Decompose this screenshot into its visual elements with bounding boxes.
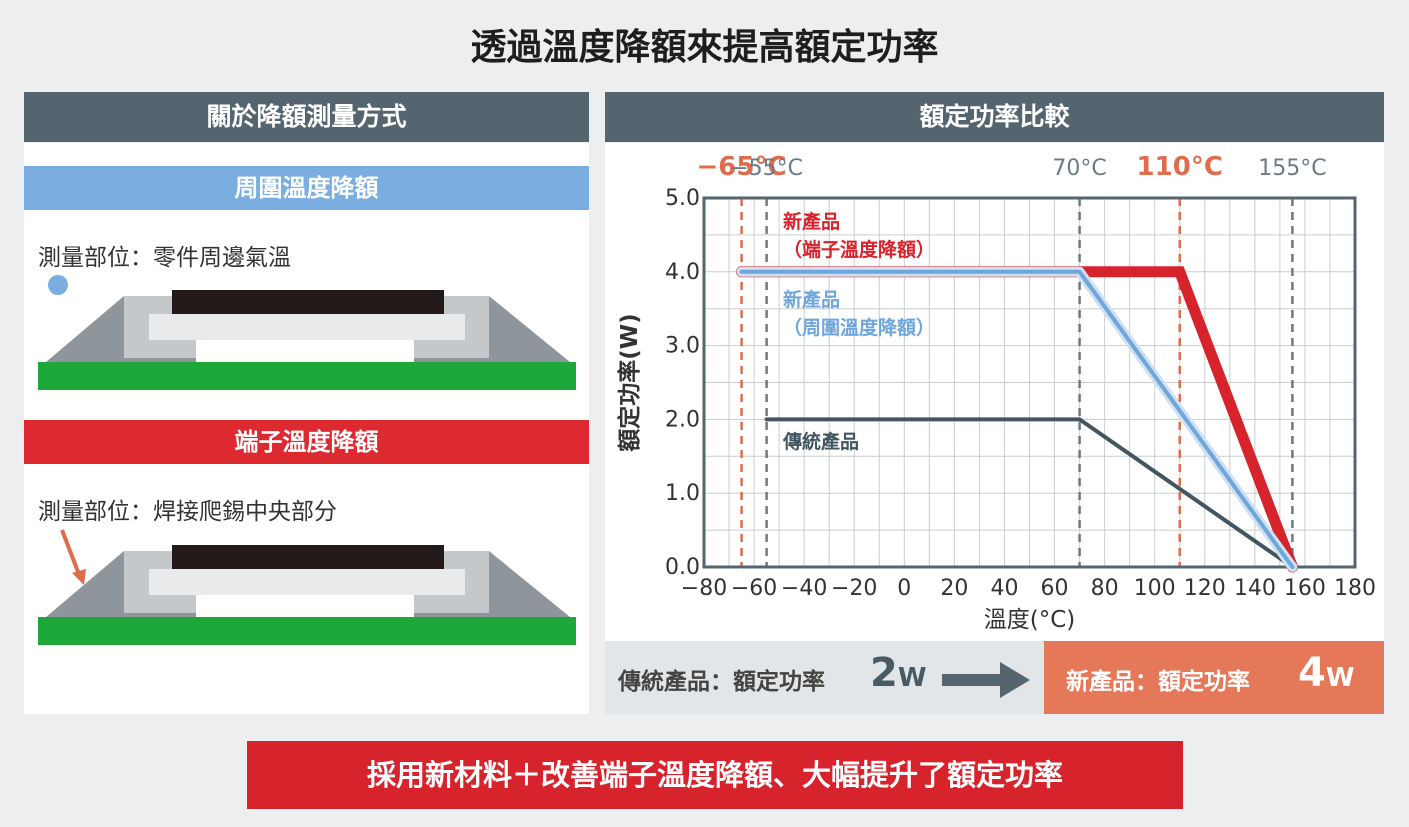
old-product-label: 傳統產品：額定功率	[618, 669, 825, 695]
y-tick-label: 1.0	[665, 481, 700, 506]
ambient-measure-point-icon	[48, 275, 68, 295]
y-tick-label: 3.0	[665, 334, 700, 359]
new-product-label: 新產品：額定功率	[1066, 669, 1250, 695]
x-tick-label: 100	[1134, 576, 1176, 601]
right-panel	[605, 143, 1384, 714]
new-value-unit: W	[1325, 663, 1355, 693]
x-tick-label: −20	[831, 576, 877, 601]
old-value-unit: W	[897, 663, 927, 693]
reference-line-label: 110°C	[1137, 152, 1223, 182]
new-product-value: 4W	[1298, 650, 1355, 696]
x-tick-label: 40	[990, 576, 1018, 601]
reference-line-label: 70°C	[1052, 156, 1106, 181]
x-tick-label: −40	[781, 576, 827, 601]
terminal-measure-text: 測量部位：焊接爬錫中央部分	[38, 499, 337, 525]
power-derating-chart: −65°C−55°C 70°C 110°C 155°C −80 −60 −40 −20 0 20…	[616, 152, 1376, 633]
reference-lines: −65°C−55°C 70°C 110°C 155°C	[697, 152, 1327, 567]
ambient-component-diagram	[38, 275, 576, 390]
measure-arrow-head-icon	[72, 569, 86, 585]
y-tick-label: 5.0	[665, 186, 700, 211]
new-value-number: 4	[1298, 650, 1326, 696]
chip-inner	[149, 569, 465, 595]
x-tick-label: 20	[940, 576, 968, 601]
ambient-measure-text: 測量部位：零件周邊氣溫	[38, 245, 291, 271]
tick-labels: −80 −60 −40 −20 0 20 40 60 80 100 120 140 160 180 0.0 1…	[665, 186, 1376, 601]
y-tick-label: 0.0	[665, 555, 700, 580]
pcb-board	[38, 362, 576, 390]
left-panel-header: 關於降額測量方式	[24, 92, 589, 142]
new-product-bar	[1044, 641, 1384, 714]
reference-line-label: −65°C	[697, 152, 787, 182]
chart-grid	[704, 198, 1355, 567]
resistive-element	[172, 545, 444, 569]
x-tick-label: 180	[1334, 576, 1376, 601]
x-tick-label: 160	[1284, 576, 1326, 601]
y-tick-label: 4.0	[665, 260, 700, 285]
old-product-value: 2W	[870, 650, 927, 696]
series-label: 新產品	[783, 210, 840, 233]
series-label: （周圍溫度降額）	[783, 316, 935, 339]
arrow-right-icon	[942, 662, 1030, 698]
measure-arrow-icon	[60, 529, 82, 578]
ambient-derating-band: 周圍溫度降額	[24, 166, 589, 210]
y-axis-label: 額定功率(W)	[616, 313, 643, 452]
x-tick-label: 0	[897, 576, 911, 601]
terminal-component-diagram	[38, 529, 576, 645]
series-layer	[736, 266, 1298, 573]
conclusion-banner: 採用新材料＋改善端子溫度降額、大幅提升了額定功率	[247, 741, 1183, 809]
terminal-derating-band: 端子溫度降額	[24, 420, 589, 464]
series-label: （端子溫度降額）	[783, 238, 935, 261]
right-panel-header: 額定功率比較	[605, 92, 1384, 142]
x-tick-label: 80	[1091, 576, 1119, 601]
reference-line-label: −55°C	[730, 156, 803, 181]
x-tick-label: −60	[731, 576, 777, 601]
series-line	[764, 417, 1295, 569]
page-title: 透過溫度降額來提高額定功率	[470, 27, 939, 68]
x-tick-label: 140	[1234, 576, 1276, 601]
old-value-number: 2	[870, 650, 898, 696]
series-label: 新產品	[783, 288, 840, 311]
x-tick-label: −80	[681, 576, 727, 601]
resistive-element	[172, 290, 444, 314]
x-tick-label: 60	[1041, 576, 1069, 601]
plot-frame	[702, 196, 1357, 569]
series-labels: 新產品 （端子溫度降額） 新產品 （周圍溫度降額） 傳統產品	[782, 210, 935, 453]
series-line	[739, 269, 1295, 569]
chip-inner	[149, 314, 465, 340]
chip-gap	[196, 340, 414, 362]
series-label: 傳統產品	[782, 430, 859, 453]
pcb-board	[38, 617, 576, 645]
x-axis-label: 溫度(°C)	[984, 607, 1076, 633]
x-tick-label: 120	[1184, 576, 1226, 601]
reference-line-label: 155°C	[1258, 156, 1326, 181]
chip-gap	[196, 595, 414, 617]
y-tick-label: 2.0	[665, 407, 700, 432]
